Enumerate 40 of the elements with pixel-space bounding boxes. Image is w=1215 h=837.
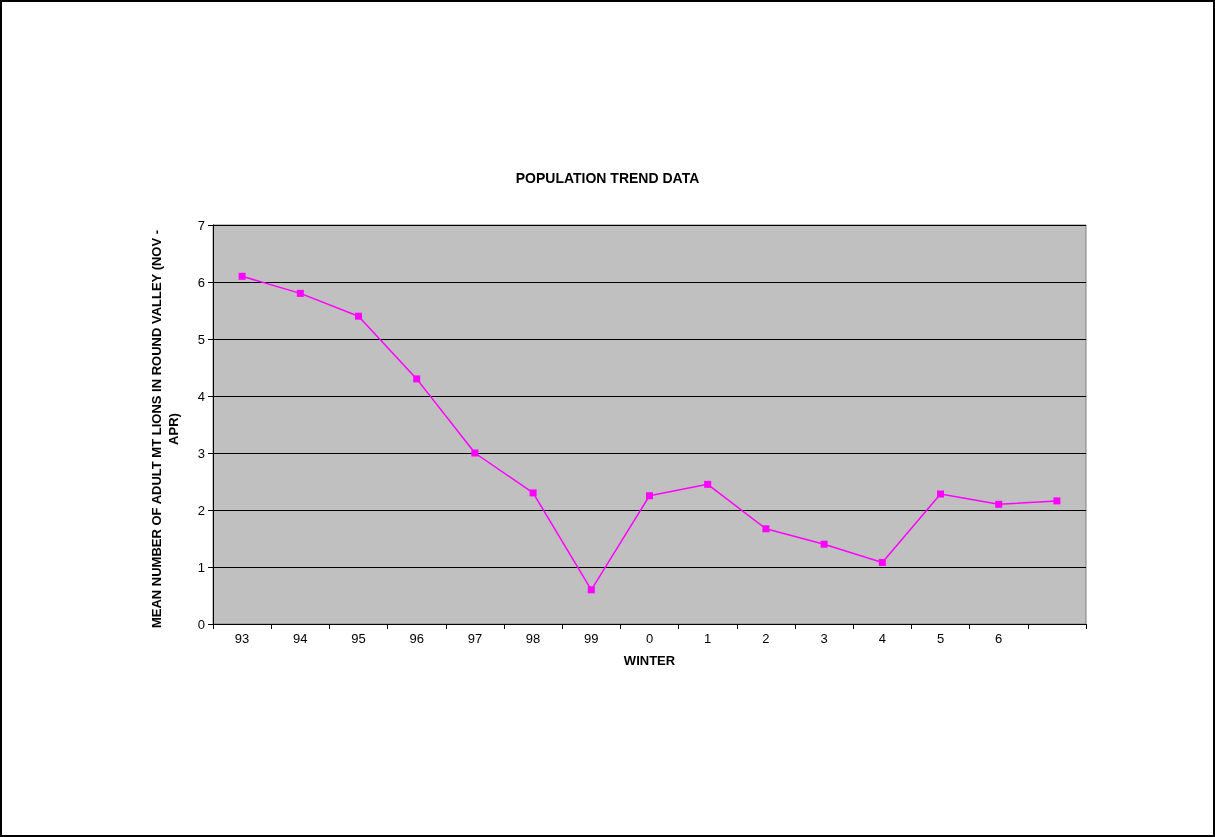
y-tick-label: 7 bbox=[197, 217, 205, 233]
x-tick-label: 0 bbox=[645, 631, 654, 646]
point bbox=[646, 492, 653, 500]
point bbox=[238, 272, 246, 280]
point bbox=[878, 558, 886, 566]
y-tick-label: 6 bbox=[197, 274, 205, 290]
point bbox=[1053, 497, 1061, 505]
point bbox=[296, 289, 304, 297]
chart-title: POPULATION TREND DATA bbox=[515, 170, 700, 186]
point bbox=[762, 525, 770, 533]
x-tick-label: 96 bbox=[409, 631, 424, 646]
x-tick-label: 5 bbox=[936, 631, 945, 646]
x-tick-label: 2 bbox=[762, 631, 770, 646]
x-tick-label: 95 bbox=[351, 631, 366, 646]
y-tick-label: 2 bbox=[197, 502, 205, 518]
y-tick-label: 0 bbox=[197, 616, 205, 632]
x-tick-label: 98 bbox=[525, 631, 541, 646]
point bbox=[587, 586, 595, 594]
x-tick-label: 4 bbox=[878, 631, 886, 646]
point bbox=[995, 500, 1003, 508]
x-tick-label: 3 bbox=[820, 631, 828, 646]
x-axis-title: WINTER bbox=[623, 653, 676, 668]
point bbox=[704, 480, 712, 488]
point bbox=[529, 489, 537, 497]
y-tick-label: 1 bbox=[197, 559, 205, 575]
y-tick-label: 4 bbox=[197, 388, 205, 404]
x-tick-label: 99 bbox=[584, 631, 599, 646]
point bbox=[471, 449, 479, 457]
y-tick-label: 5 bbox=[197, 331, 205, 347]
y-axis-title: MEAN NUMBER OF ADULT MT LIONS IN ROUND VALLEY (NOV - APR) bbox=[148, 228, 182, 631]
x-tick-label: 1 bbox=[704, 631, 712, 646]
x-tick-label: 6 bbox=[995, 631, 1003, 646]
point bbox=[820, 540, 828, 548]
x-tick-label: 97 bbox=[467, 631, 483, 646]
point bbox=[413, 375, 421, 383]
x-tick-label: 94 bbox=[293, 631, 308, 646]
y-tick-label: 3 bbox=[197, 445, 205, 461]
point bbox=[937, 490, 944, 498]
x-tick-label: 93 bbox=[234, 631, 250, 646]
point bbox=[355, 312, 362, 320]
